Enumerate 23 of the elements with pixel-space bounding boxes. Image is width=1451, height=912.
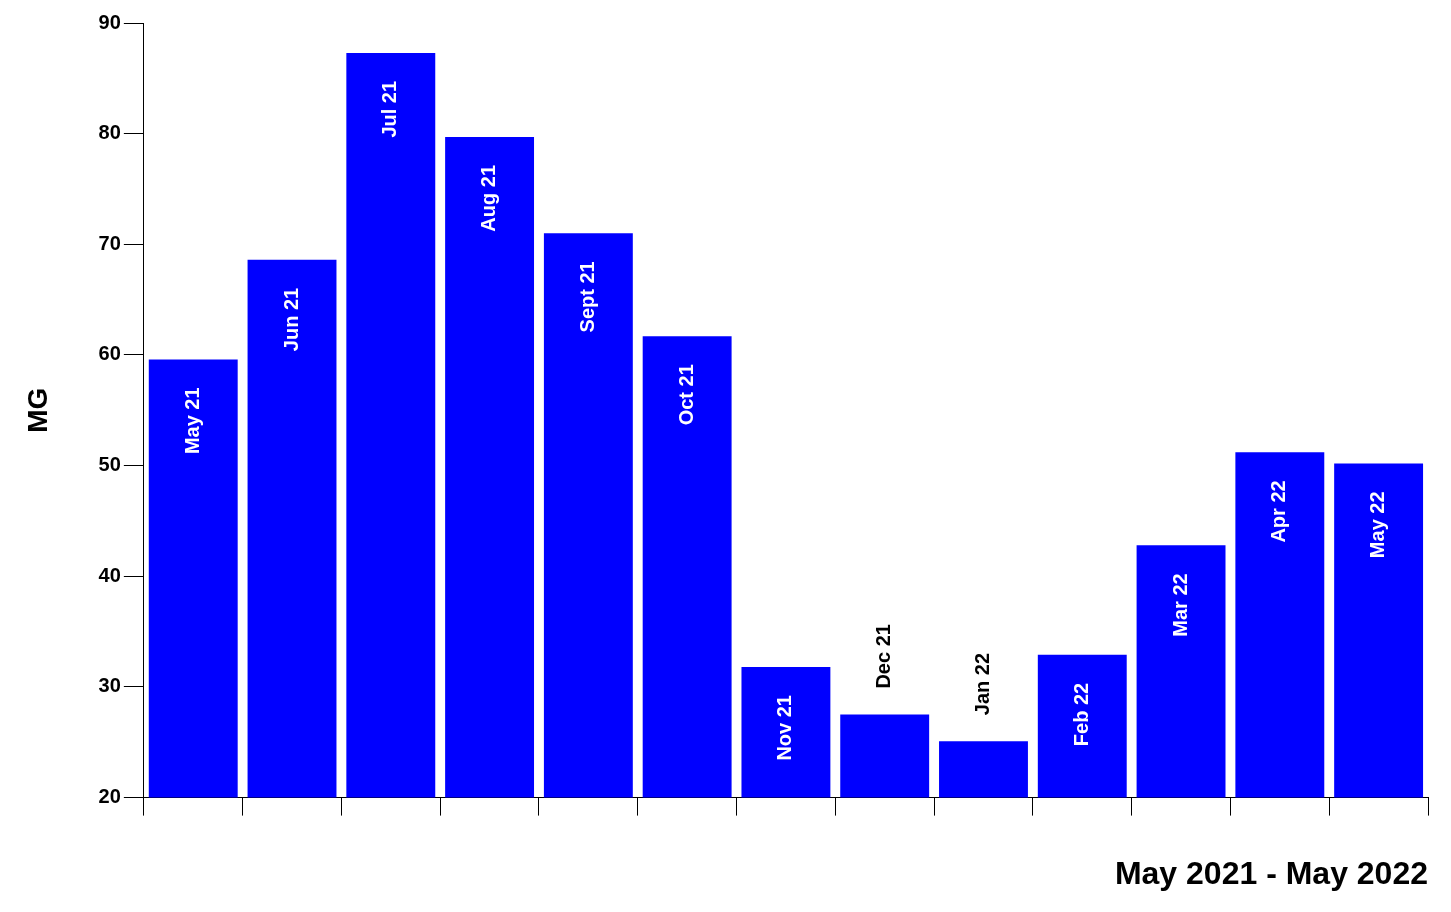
x-tick-label: Dec 21 xyxy=(872,624,895,689)
y-tick-label: 20 xyxy=(98,785,121,808)
y-tick-label: 60 xyxy=(98,342,121,365)
x-tick-label: May 21 xyxy=(180,387,203,455)
x-tick-label: Aug 21 xyxy=(477,164,500,232)
x-tick-label: Feb 22 xyxy=(1069,682,1092,747)
y-tick-label: 30 xyxy=(98,674,121,697)
y-axis-title: MG xyxy=(21,387,53,433)
x-tick-label: Nov 21 xyxy=(773,695,796,761)
x-tick-label: Jul 21 xyxy=(378,80,401,138)
x-tick-label: Oct 21 xyxy=(674,364,697,426)
x-tick-label: Jun 21 xyxy=(279,287,302,352)
y-tick-label: 70 xyxy=(98,231,121,254)
y-tick-label: 80 xyxy=(98,121,121,144)
x-tick-label: Sept 21 xyxy=(575,261,598,333)
y-tick-label: 90 xyxy=(98,10,121,33)
y-tick-label: 40 xyxy=(98,563,121,586)
y-tick-label: 50 xyxy=(98,453,121,476)
x-axis-title: May 2021 - May 2022 xyxy=(1114,854,1428,891)
x-tick-label: Apr 22 xyxy=(1267,480,1290,543)
x-tick-label: May 22 xyxy=(1366,491,1389,559)
x-tick-label: Mar 22 xyxy=(1168,573,1191,637)
x-tick-label: Jan 22 xyxy=(971,652,993,716)
